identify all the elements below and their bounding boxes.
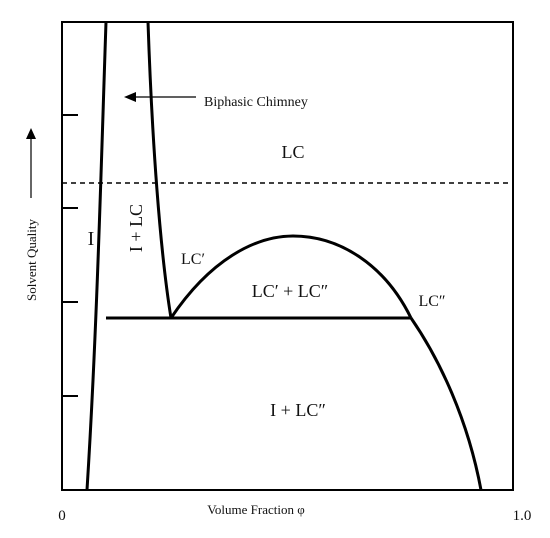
region-lc-mix-label: LC′ + LC″ <box>252 281 329 301</box>
region-lc-label: LC <box>281 142 304 162</box>
region-lc-double-label: LC″ <box>418 293 445 310</box>
y-axis-label: Solvent Quality <box>24 219 39 301</box>
plot-frame <box>61 21 514 491</box>
arrow-up-icon <box>26 128 36 139</box>
x-axis-label: Volume Fraction φ <box>207 502 305 517</box>
biphasic-chimney-label: Biphasic Chimney <box>204 95 308 110</box>
x-tick-max-label: 1.0 <box>513 508 532 524</box>
x-tick-min-label: 0 <box>58 508 66 524</box>
region-i-label: I <box>88 228 95 250</box>
region-lc-prime-label: LC′ <box>181 251 205 268</box>
chimney-right-boundary <box>146 21 173 319</box>
region-i-lc-label: I + LC <box>126 204 146 252</box>
arrowhead-left-icon <box>124 92 136 102</box>
i-lc-double-boundary <box>409 317 483 491</box>
y-axis-ticks <box>62 114 78 397</box>
chimney-left-boundary <box>85 21 108 491</box>
lc-coexistence-dome <box>169 234 413 319</box>
region-i-lc-double-label: I + LC″ <box>270 400 326 420</box>
